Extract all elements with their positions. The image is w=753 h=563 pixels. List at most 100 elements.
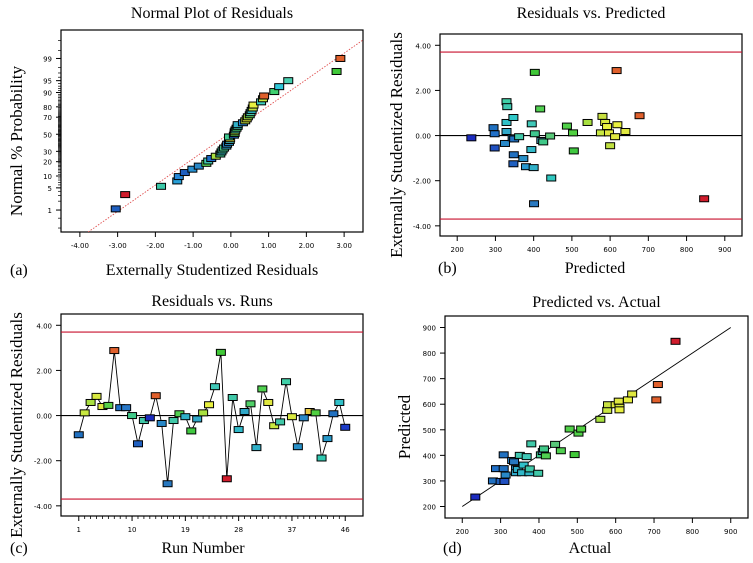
chart-title: Residuals vs. Predicted <box>517 5 666 22</box>
y-tick-label: 0.00 <box>415 133 431 141</box>
data-point <box>334 398 345 406</box>
data-point <box>73 431 84 439</box>
data-point <box>526 146 537 154</box>
data-point <box>499 477 510 485</box>
x-tick-label: 500 <box>571 528 584 536</box>
chart-panel-d: Predicted vs. Actual Actual (d) Predicted 20… <box>395 294 749 557</box>
panel-label: (d) <box>443 540 462 557</box>
data-point <box>156 419 167 427</box>
data-point <box>498 465 509 473</box>
data-point <box>550 440 561 448</box>
y-tick-label: 10 <box>43 173 52 181</box>
data-point <box>528 164 539 172</box>
y-tick-label: 800 <box>423 350 436 358</box>
y-tick-label: 80 <box>43 104 52 112</box>
data-point <box>613 397 624 405</box>
data-point <box>612 121 623 129</box>
data-point <box>79 409 90 417</box>
data-point <box>603 129 614 137</box>
y-axis-label: Externally Studentized Residuals <box>387 32 406 258</box>
data-point <box>120 191 131 199</box>
plot-content <box>61 331 363 500</box>
data-point <box>335 54 346 62</box>
data-point <box>508 114 519 122</box>
x-tick-label: 46 <box>341 526 350 534</box>
data-point <box>533 469 544 477</box>
data-point <box>470 493 481 501</box>
y-tick-label: 50 <box>43 131 52 139</box>
data-point <box>602 123 613 131</box>
y-tick-label: 0.00 <box>36 413 52 421</box>
data-point <box>233 426 244 434</box>
data-point <box>489 130 500 138</box>
x-tick-label: 600 <box>603 246 616 254</box>
data-point <box>283 77 294 85</box>
data-point <box>529 200 540 208</box>
y-tick-label: 70 <box>43 114 52 122</box>
data-point <box>508 160 519 168</box>
data-point <box>127 412 138 420</box>
data-point <box>489 144 500 152</box>
data-point <box>568 129 579 137</box>
y-tick-label: 600 <box>423 401 436 409</box>
data-point <box>611 67 622 75</box>
data-point <box>508 151 519 159</box>
data-point <box>215 348 226 356</box>
data-point <box>524 465 535 473</box>
data-point <box>168 417 179 425</box>
data-point <box>670 337 681 345</box>
x-tick-label: 300 <box>494 528 507 536</box>
data-point <box>180 413 191 421</box>
data-point <box>526 120 537 128</box>
data-point <box>576 425 587 433</box>
x-tick-label: 0.00 <box>223 242 239 250</box>
data-point <box>498 451 509 459</box>
data-point <box>699 195 710 203</box>
y-tick-label: 20 <box>43 159 52 167</box>
x-tick-label: 700 <box>647 528 660 536</box>
y-axis-label: Normal % Probability <box>7 65 26 216</box>
y-tick-label: 300 <box>423 478 436 486</box>
data-point <box>316 454 327 462</box>
data-point <box>501 128 512 136</box>
y-tick-label: -2.00 <box>413 178 431 186</box>
data-point <box>121 404 132 412</box>
data-point <box>634 112 645 120</box>
x-tick-label: 600 <box>609 528 622 536</box>
data-point <box>186 427 197 435</box>
data-point <box>564 425 575 433</box>
data-point <box>209 383 220 391</box>
data-point <box>614 406 625 414</box>
data-point <box>109 347 120 355</box>
data-point <box>198 409 209 417</box>
x-tick-label: 700 <box>642 246 655 254</box>
x-axis-label: Externally Studentized Residuals <box>106 262 318 279</box>
panel-label: (a) <box>10 262 28 279</box>
y-axis-label: Predicted <box>395 394 414 459</box>
data-point <box>627 390 638 398</box>
data-point <box>499 139 510 147</box>
y-tick-label: 200 <box>423 503 436 511</box>
y-tick-label: 4.00 <box>36 322 52 330</box>
data-point <box>582 118 593 126</box>
panel-label: (b) <box>438 260 457 277</box>
reference-line <box>87 39 363 232</box>
data-point <box>156 182 167 190</box>
x-tick-label: 200 <box>451 246 464 254</box>
data-point <box>568 147 579 155</box>
data-point <box>538 445 549 453</box>
x-tick-label: 10 <box>128 526 137 534</box>
data-point <box>546 174 557 182</box>
x-tick-label: 2.00 <box>299 242 315 250</box>
x-tick-label: 500 <box>565 246 578 254</box>
plot-content <box>87 39 363 232</box>
data-point <box>286 413 297 421</box>
x-axis-label: Run Number <box>161 540 245 557</box>
plot-content <box>462 327 731 507</box>
data-point <box>620 128 631 136</box>
x-tick-label: -2.00 <box>146 242 164 250</box>
x-tick-label: 300 <box>489 246 502 254</box>
data-point <box>561 122 572 130</box>
data-point <box>595 415 606 423</box>
x-axis-label: Predicted <box>565 260 625 277</box>
